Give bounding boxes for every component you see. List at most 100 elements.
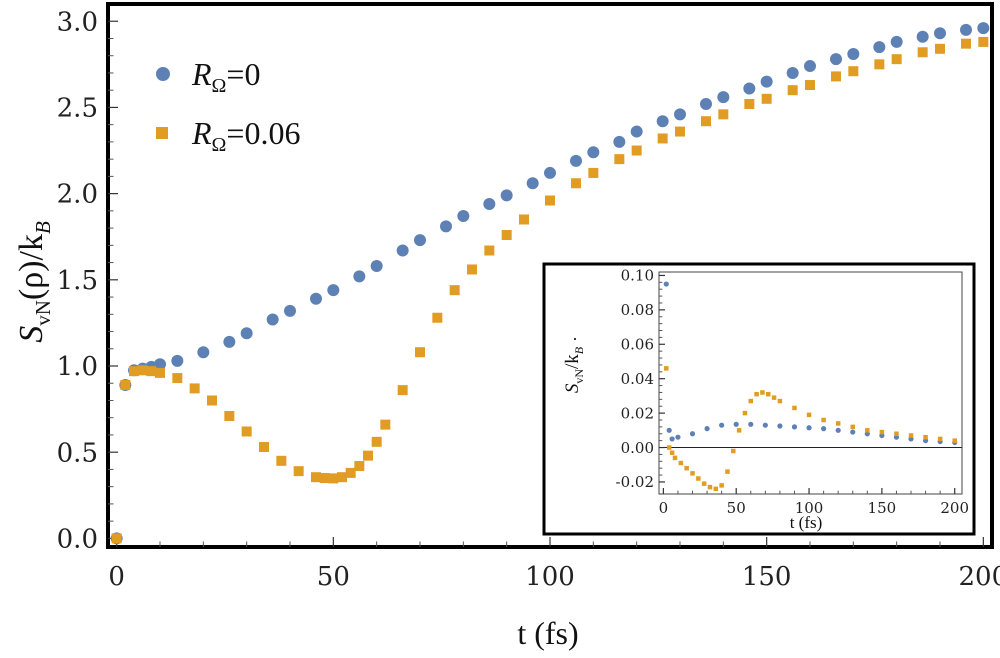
legend-entry-1-sub: Ω — [212, 75, 227, 97]
inset-ylabel-subscript-2: B — [572, 346, 586, 354]
main-y-tick-label: 0.0 — [57, 524, 98, 554]
main-point-series-1 — [223, 335, 236, 348]
inset-point-series-2 — [678, 460, 684, 466]
main-point-series-1 — [760, 75, 773, 88]
inset-point-series-2 — [879, 429, 885, 435]
main-point-series-2 — [891, 54, 902, 65]
inset-point-series-2 — [821, 417, 826, 423]
main-x-tick-label: 100 — [525, 562, 575, 592]
main-point-series-2 — [172, 373, 183, 384]
inset-derivative-dot: · — [572, 329, 578, 349]
inset-x-tick-label: 0 — [659, 499, 669, 517]
main-point-series-1 — [500, 189, 513, 202]
inset-point-series-2 — [696, 476, 701, 481]
main-point-series-1 — [526, 177, 539, 190]
main-point-series-1 — [310, 292, 322, 305]
ylabel-subscript: vN — [31, 300, 55, 326]
main-point-series-2 — [397, 385, 408, 396]
main-point-series-2 — [614, 154, 625, 165]
inset-series — [663, 281, 958, 492]
inset-point-series-1 — [835, 427, 841, 433]
main-point-series-1 — [370, 260, 383, 273]
main-point-series-2 — [961, 38, 971, 49]
inset-point-series-2 — [777, 398, 783, 404]
main-y-tick-label: 2.5 — [57, 94, 98, 124]
inset-ylabel-subscript: vN — [572, 369, 586, 384]
main-point-series-2 — [129, 366, 139, 377]
inset-point-series-2 — [865, 428, 870, 433]
main-x-tick-label: 200 — [959, 562, 1000, 592]
main-point-series-2 — [345, 467, 356, 478]
main-point-series-2 — [978, 36, 989, 47]
main-point-series-2 — [328, 473, 339, 484]
main-point-series-1 — [743, 82, 756, 95]
main-point-series-1 — [873, 41, 886, 54]
main-point-series-1 — [396, 244, 409, 257]
main-point-series-2 — [831, 71, 841, 82]
ylabel-subscript-2: B — [31, 221, 55, 234]
main-point-series-2 — [467, 264, 477, 275]
main-point-series-2 — [501, 229, 512, 240]
main-point-series-2 — [657, 133, 668, 144]
main-point-series-1 — [890, 35, 903, 48]
main-point-series-1 — [483, 197, 496, 210]
legend-marker-circle — [156, 67, 170, 81]
inset-point-series-2 — [736, 428, 742, 433]
inset-point-series-2 — [731, 448, 736, 454]
inset-point-series-2 — [792, 405, 797, 411]
main-point-series-1 — [171, 354, 184, 367]
inset-point-series-2 — [672, 455, 678, 461]
inset-point-series-2 — [835, 421, 841, 426]
main-y-axis-label: SvN(ρ)/kB — [13, 221, 55, 343]
main-point-series-2 — [484, 245, 495, 256]
main-point-series-1 — [440, 220, 452, 233]
inset-point-series-2 — [937, 436, 943, 442]
main-point-series-1 — [327, 284, 340, 297]
main-point-series-2 — [761, 93, 772, 104]
inset-ylabel-symbol: S — [562, 383, 583, 393]
legend-entry-2-symbol: R — [191, 115, 212, 151]
main-point-series-1 — [700, 97, 712, 110]
legend-entry-1-value: =0 — [226, 56, 260, 92]
inset-y-tick-label: -0.02 — [616, 473, 654, 491]
main-x-tick-label: 0 — [108, 562, 125, 592]
inset-point-series-1 — [806, 425, 812, 431]
inset-point-series-1 — [704, 426, 710, 432]
main-point-series-1 — [717, 91, 730, 104]
inset-panel — [542, 262, 976, 536]
inset-axes: 0 50 100 150 200 -0.02 0.00 0.02 0.04 0.06 0.08 0.1… — [616, 267, 970, 517]
main-point-series-1 — [457, 210, 470, 223]
inset-point-series-1 — [719, 422, 725, 428]
main-point-series-2 — [120, 379, 131, 390]
main-point-series-1 — [847, 47, 860, 60]
main-point-series-2 — [545, 195, 555, 206]
main-point-series-2 — [917, 47, 928, 58]
inset-point-series-1 — [689, 431, 696, 437]
main-point-series-1 — [197, 346, 210, 359]
inset-point-series-2 — [748, 398, 754, 404]
legend-entry-2: RΩ=0.06 — [191, 115, 300, 156]
legend-entry-1: RΩ=0 — [191, 56, 260, 97]
main-point-series-1 — [786, 66, 799, 79]
inset-point-series-2 — [725, 469, 730, 474]
ylabel-symbol: S — [13, 326, 50, 343]
main-point-series-2 — [935, 43, 945, 54]
legend-entry-1-symbol: R — [191, 56, 212, 92]
main-point-series-1 — [804, 60, 816, 73]
main-point-series-2 — [363, 450, 373, 461]
main-point-series-2 — [415, 347, 425, 358]
inset-point-series-2 — [701, 481, 707, 486]
main-point-series-2 — [155, 367, 165, 378]
main-point-series-2 — [432, 312, 443, 323]
inset-point-series-1 — [791, 424, 798, 430]
inset-y-tick-label: 0.02 — [621, 404, 654, 422]
inset-x-tick-label: 150 — [868, 499, 897, 517]
inset-point-series-2 — [806, 412, 812, 418]
inset-point-series-2 — [742, 410, 748, 416]
inset-x-tick-label: 50 — [727, 499, 746, 517]
main-point-series-2 — [259, 442, 269, 453]
main-point-series-2 — [111, 533, 122, 544]
inset-point-series-2 — [719, 483, 724, 488]
main-point-series-2 — [588, 167, 599, 178]
